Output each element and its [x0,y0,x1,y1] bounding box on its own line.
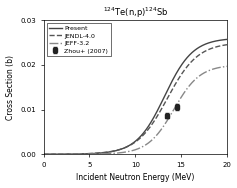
Y-axis label: Cross Section (b): Cross Section (b) [5,55,14,120]
JEFF-3.2 [154,135,157,137]
X-axis label: Incident Neutron Energy (MeV): Incident Neutron Energy (MeV) [76,174,194,182]
JEFF-3.2 [226,65,228,67]
JENDL-4.0 [197,55,200,57]
JEFF-3.2 [197,76,200,78]
JEFF-3.2 [208,69,211,71]
Legend: Present, JENDL-4.0, JEFF-3.2, Zhou+ (2007): Present, JENDL-4.0, JEFF-3.2, Zhou+ (200… [47,23,110,56]
Present [151,119,154,121]
Present [197,47,200,49]
JENDL-4.0 [151,122,154,124]
Line: JENDL-4.0: JENDL-4.0 [44,45,227,154]
JEFF-3.2 [42,153,45,155]
JEFF-3.2 [43,153,46,155]
JENDL-4.0 [226,44,228,46]
Present [151,118,154,120]
JENDL-4.0 [42,153,45,155]
JEFF-3.2 [151,139,154,141]
Line: JEFF-3.2: JEFF-3.2 [44,66,227,154]
Present [42,153,45,155]
JENDL-4.0 [43,153,46,155]
Title: $^{124}$Te(n,p)$^{124}$Sb: $^{124}$Te(n,p)$^{124}$Sb [103,6,168,20]
JENDL-4.0 [208,48,211,50]
JENDL-4.0 [154,117,157,120]
Present [43,153,46,155]
JEFF-3.2 [151,138,154,140]
Present [154,113,157,115]
Present [226,38,228,41]
Line: Present: Present [44,39,227,154]
JENDL-4.0 [151,123,154,125]
Present [208,41,211,44]
